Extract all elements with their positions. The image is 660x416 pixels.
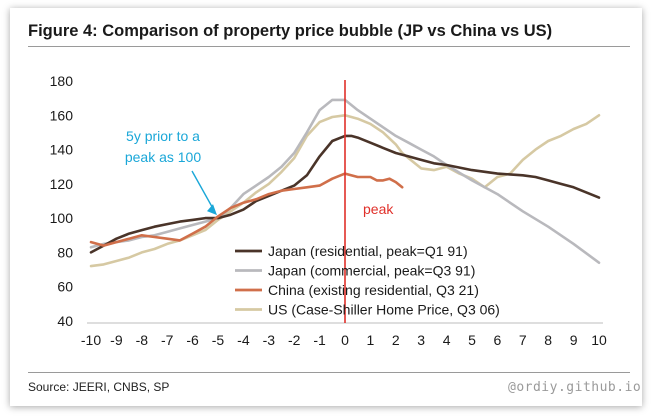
x-tick-label: -4 bbox=[237, 332, 250, 348]
x-tick-label: -9 bbox=[110, 332, 123, 348]
y-tick-label: 60 bbox=[57, 279, 73, 295]
y-tick-label: 100 bbox=[50, 210, 74, 226]
x-tick-label: 0 bbox=[341, 332, 349, 348]
source-divider bbox=[28, 372, 630, 373]
x-tick-label: 6 bbox=[494, 332, 502, 348]
series-line-2 bbox=[89, 172, 404, 247]
x-tick-label: 9 bbox=[570, 332, 578, 348]
y-tick-label: 140 bbox=[50, 142, 74, 158]
legend-label: Japan (residential, peak=Q1 91) bbox=[268, 243, 468, 259]
y-tick-label: 40 bbox=[57, 313, 73, 329]
watermark: @ordiy.github.io bbox=[508, 380, 642, 395]
y-tick-label: 80 bbox=[57, 244, 73, 260]
series-line-0 bbox=[89, 134, 601, 254]
x-tick-label: -5 bbox=[212, 332, 225, 348]
title-divider bbox=[28, 46, 630, 47]
x-tick-label: 2 bbox=[392, 332, 400, 348]
x-tick-label: 8 bbox=[544, 332, 552, 348]
arrow-head bbox=[207, 204, 217, 216]
figure-card bbox=[10, 8, 642, 406]
base-note-line: 5y prior to a bbox=[126, 128, 200, 144]
x-tick-label: -6 bbox=[186, 332, 199, 348]
x-tick-label: 3 bbox=[417, 332, 425, 348]
x-tick-label: -3 bbox=[263, 332, 276, 348]
x-tick-label: 4 bbox=[443, 332, 451, 348]
legend-label: Japan (commercial, peak=Q3 91) bbox=[268, 263, 475, 279]
x-tick-label: -2 bbox=[288, 332, 301, 348]
y-tick-label: 180 bbox=[50, 73, 74, 89]
x-tick-label: 1 bbox=[367, 332, 375, 348]
chart-legend: Japan (residential, peak=Q1 91) Japan (co… bbox=[235, 243, 500, 318]
base-note-line: peak as 100 bbox=[125, 149, 201, 165]
x-tick-label: 7 bbox=[519, 332, 527, 348]
x-tick-label: -7 bbox=[161, 332, 174, 348]
x-tick-label: -10 bbox=[81, 332, 101, 348]
base-note-arrow bbox=[191, 170, 216, 213]
figure-title: Figure 4: Comparison of property price b… bbox=[28, 22, 553, 40]
x-tick-label: -1 bbox=[313, 332, 326, 348]
series-line-1 bbox=[89, 98, 601, 264]
chart-series bbox=[89, 98, 601, 268]
legend-label: China (existing residential, Q3 21) bbox=[268, 282, 479, 298]
legend-label: US (Case-Shiller Home Price, Q3 06) bbox=[268, 302, 500, 318]
y-tick-label: 120 bbox=[50, 176, 74, 192]
source-note: Source: JEERI, CNBS, SP bbox=[28, 380, 170, 394]
x-tick-label: 10 bbox=[591, 332, 607, 348]
chart-annotations: peak 5y prior to a peak as 100 bbox=[125, 80, 394, 323]
x-tick-label: 5 bbox=[468, 332, 476, 348]
y-tick-label: 160 bbox=[50, 107, 74, 123]
peak-label: peak bbox=[363, 201, 394, 217]
x-tick-label: -8 bbox=[136, 332, 149, 348]
